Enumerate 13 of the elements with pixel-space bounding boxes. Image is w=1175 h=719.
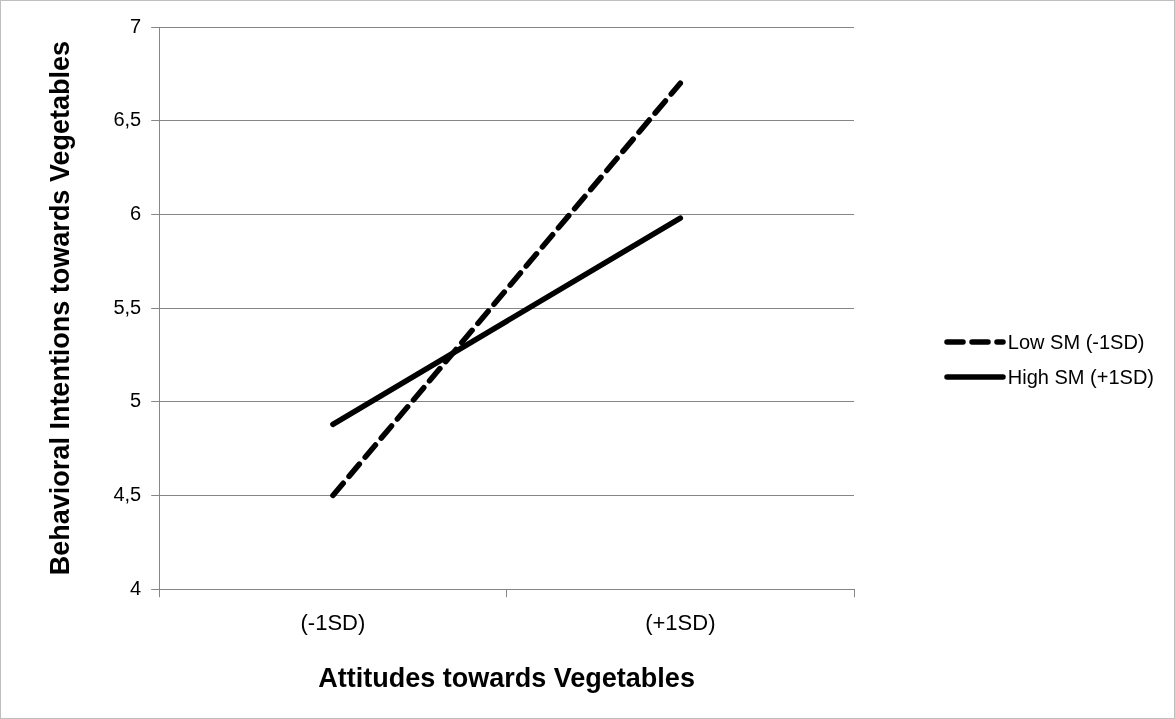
y-tick-label: 4,5	[113, 483, 142, 506]
y-tick-label: 6,5	[113, 108, 142, 131]
legend-label: Low SM (-1SD)	[1007, 330, 1145, 354]
y-tick-label: 4	[130, 576, 142, 599]
legend-label: High SM (+1SD)	[1007, 365, 1154, 389]
y-axis-title: Behavioral Intentions towards Vegetables	[44, 41, 75, 576]
y-tick-label: 7	[130, 14, 142, 37]
x-tick-label: (+1SD)	[645, 610, 716, 636]
x-tick-label: (-1SD)	[300, 610, 366, 636]
y-tick-label: 6	[130, 201, 142, 224]
y-tick-label: 5	[130, 389, 142, 412]
y-tick-label: 5,5	[113, 295, 142, 318]
x-axis-title: Attitudes towards Vegetables	[318, 663, 695, 694]
